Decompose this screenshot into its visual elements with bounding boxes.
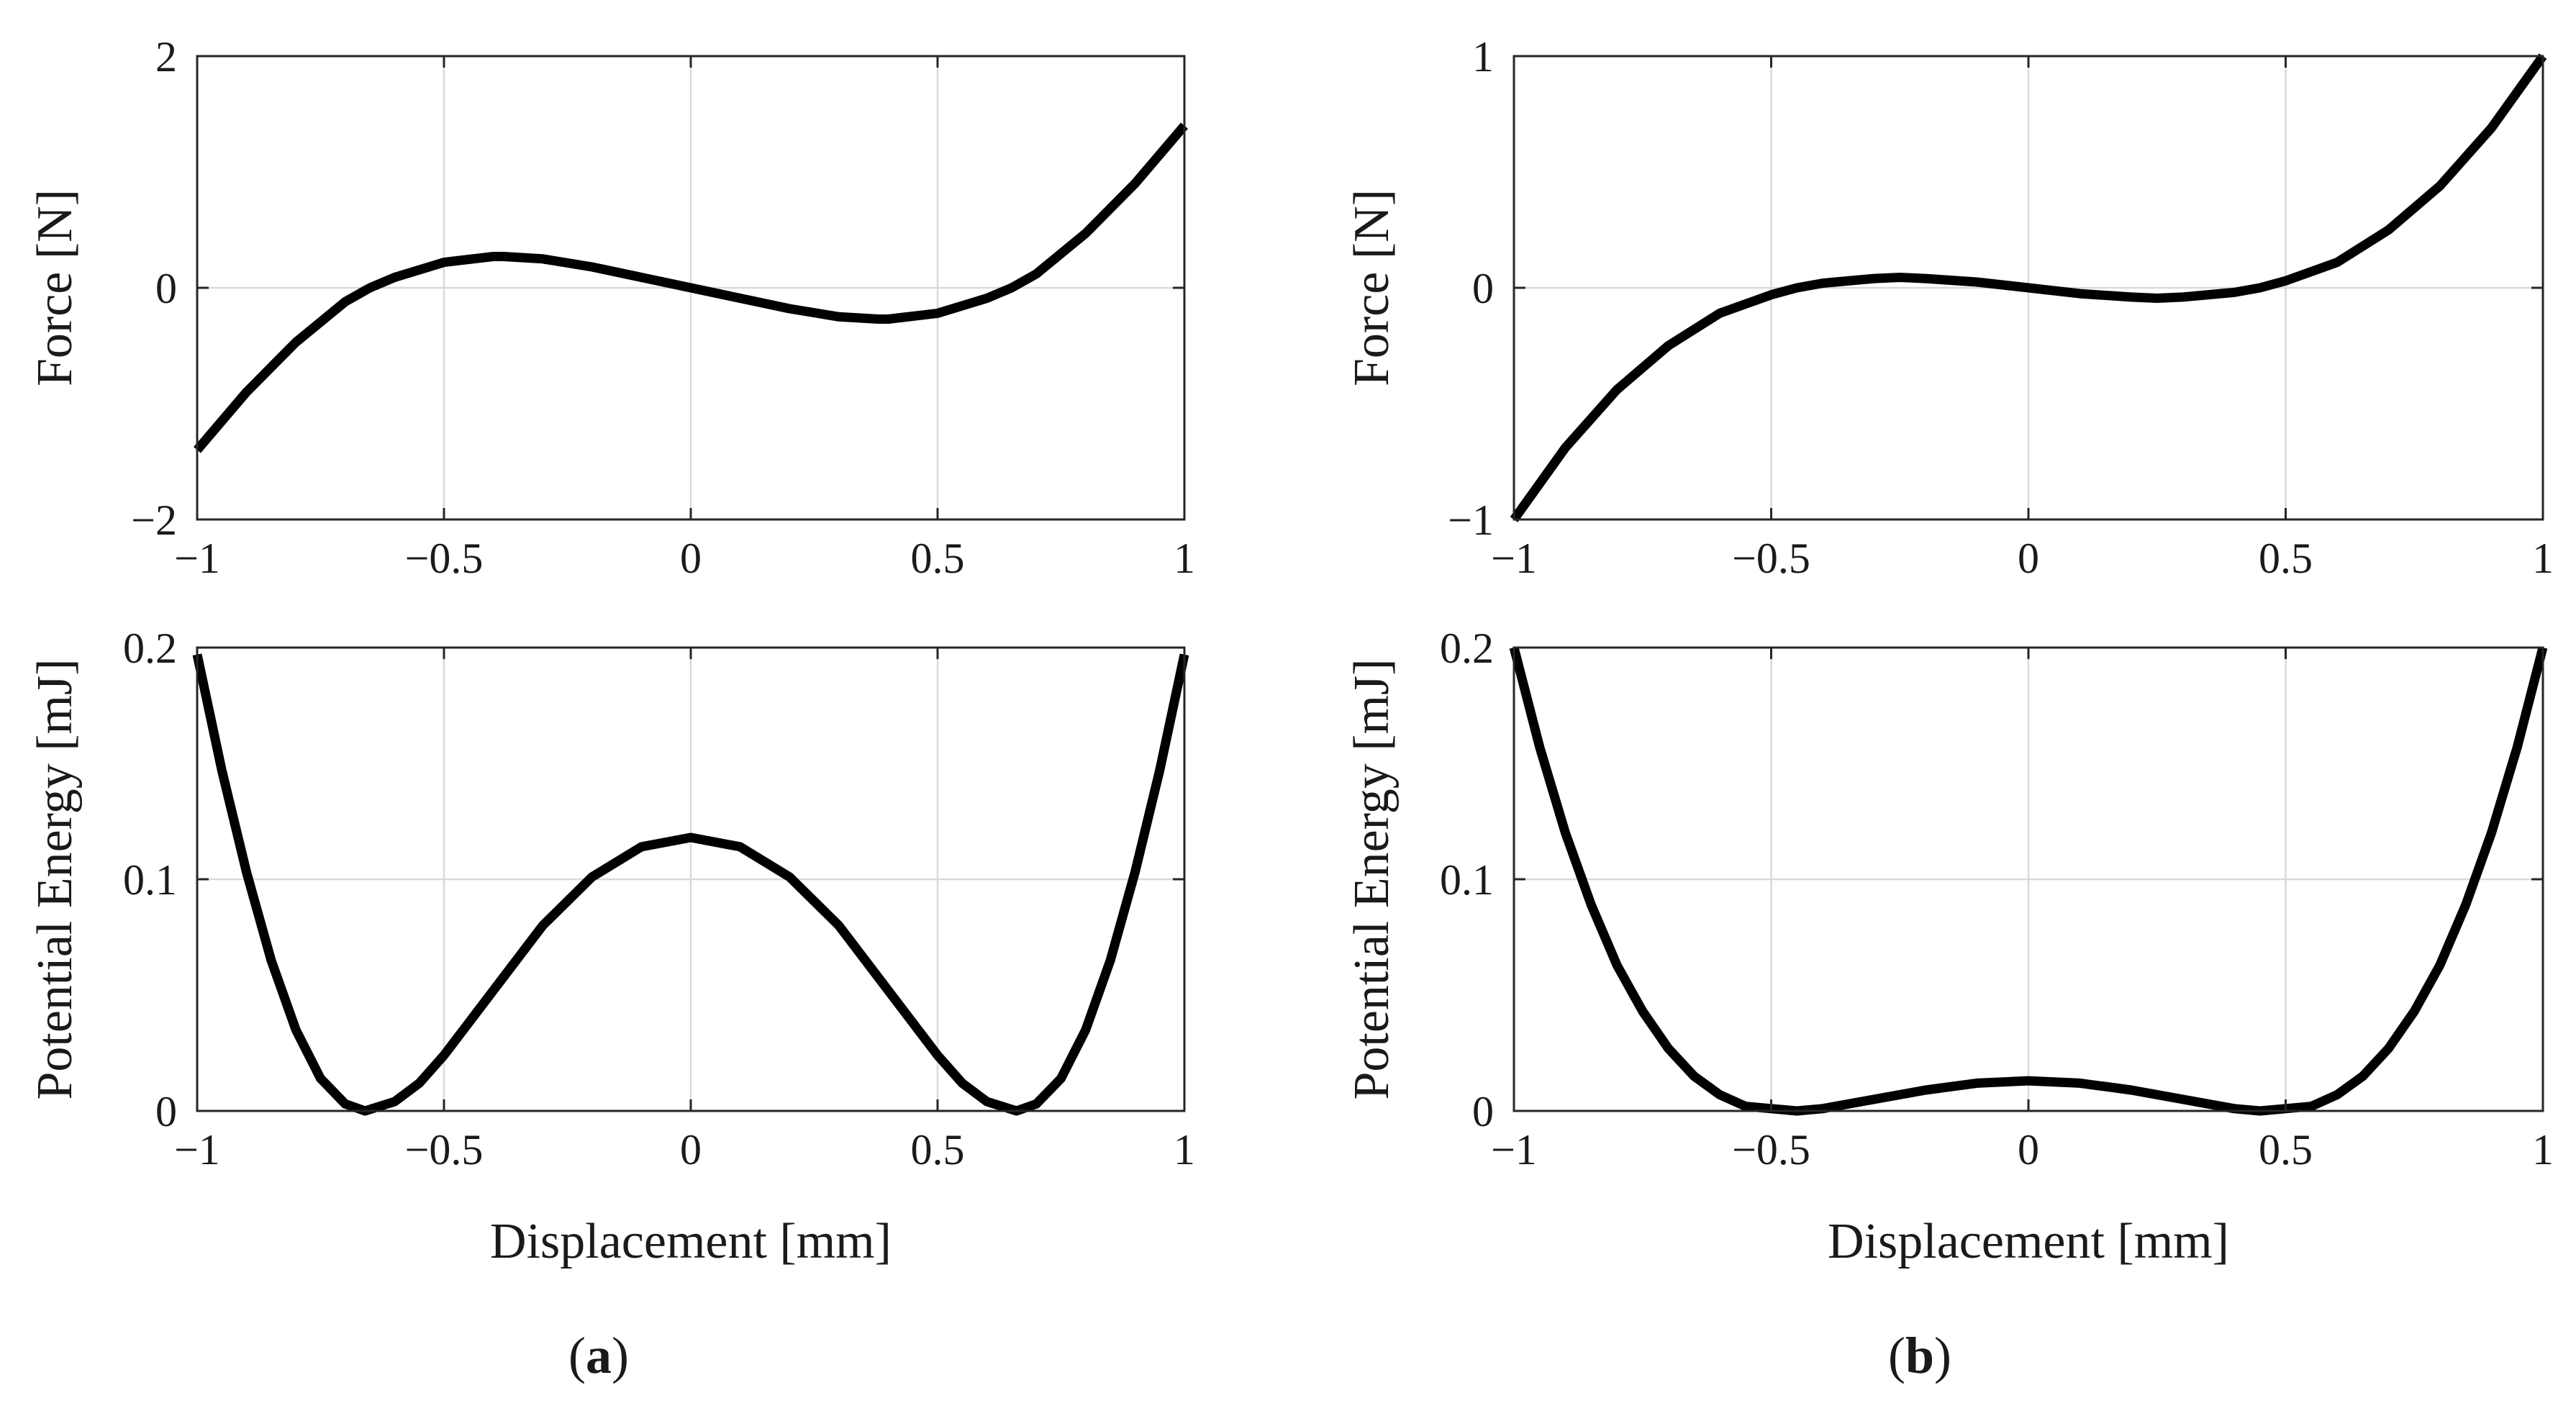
y-tick-label: 0.2 — [1440, 625, 1494, 672]
y-tick-label: −2 — [131, 496, 177, 544]
y-tick-label: 0.1 — [1440, 856, 1494, 904]
series-line-b-force — [1510, 53, 2547, 522]
x-tick-label: 0 — [680, 1126, 702, 1174]
y-tick-label: 2 — [155, 33, 177, 81]
panel-label-a: (a) — [568, 1327, 629, 1384]
y-tick-label: 0 — [155, 1088, 177, 1135]
y-tick-label: 0 — [1472, 265, 1494, 312]
y-tick-label: −1 — [1448, 496, 1494, 544]
x-tick-label: 0.5 — [2259, 535, 2313, 582]
x-tick-label: 1 — [1174, 1126, 1195, 1174]
x-tick-label: 1 — [2532, 535, 2554, 582]
y-axis-label: Potential Energy [mJ] — [27, 658, 83, 1099]
x-tick-label: −0.5 — [405, 535, 484, 582]
y-axis-label: Potential Energy [mJ] — [1344, 658, 1400, 1099]
x-tick-label: 0.5 — [911, 1126, 965, 1174]
x-tick-label: −1 — [174, 1126, 220, 1174]
x-tick-label: 1 — [1174, 535, 1195, 582]
y-tick-label: 1 — [1472, 33, 1494, 81]
y-tick-label: 0 — [155, 265, 177, 312]
x-tick-label: −1 — [1491, 535, 1537, 582]
x-axis-label: Displacement [mm] — [490, 1214, 892, 1269]
x-tick-label: 0 — [2018, 535, 2039, 582]
chart-b-energy: −1 −0.5 0 0.5 1 0 0.1 0.2 Potential Energy [mJ] D… — [1344, 625, 2554, 1269]
y-tick-label: 0.1 — [123, 856, 177, 904]
y-tick-label: 0 — [1472, 1088, 1494, 1135]
chart-b-force: −1 −0.5 0 0.5 1 −1 0 1 Force [N] — [1344, 33, 2554, 582]
y-axis-label: Force [N] — [27, 189, 83, 386]
x-tick-label: −0.5 — [1732, 535, 1810, 582]
x-tick-label: 0 — [680, 535, 702, 582]
chart-a-energy: −1 −0.5 0 0.5 1 0 0.1 0.2 Potential Energy [mJ] D… — [27, 625, 1195, 1269]
x-tick-label: 0 — [2018, 1126, 2039, 1174]
series-line-a-force — [194, 122, 1188, 453]
y-tick-label: 0.2 — [123, 625, 177, 672]
series-line-b-energy — [1509, 646, 2548, 1116]
x-tick-label: −1 — [1491, 1126, 1537, 1174]
panel-label-b: (b) — [1888, 1327, 1951, 1384]
x-tick-label: 1 — [2532, 1126, 2554, 1174]
x-tick-label: −0.5 — [405, 1126, 484, 1174]
x-axis-label: Displacement [mm] — [1828, 1214, 2229, 1269]
x-tick-label: −1 — [174, 535, 220, 582]
series-line-a-energy — [192, 653, 1189, 1116]
y-axis-label: Force [N] — [1344, 189, 1400, 386]
x-tick-label: 0.5 — [911, 535, 965, 582]
chart-a-force: −1 −0.5 0 0.5 1 −2 0 2 Force [N] — [27, 33, 1195, 582]
x-tick-label: 0.5 — [2259, 1126, 2313, 1174]
x-tick-label: −0.5 — [1732, 1126, 1810, 1174]
